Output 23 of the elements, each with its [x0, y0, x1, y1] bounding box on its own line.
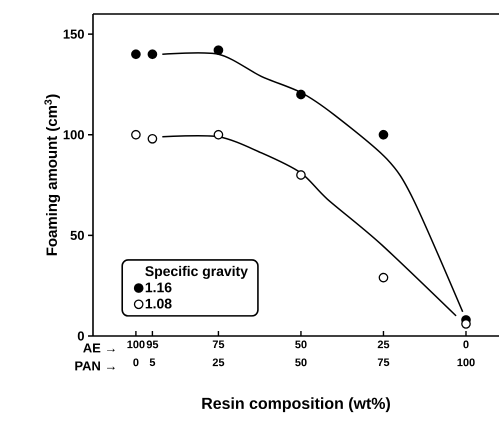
x2-tick-label: 50 [295, 358, 307, 366]
x-tick-label: 0 [463, 340, 469, 348]
x2-tick-label: 0 [133, 358, 139, 366]
x-tick-label: 25 [378, 340, 390, 348]
legend-label: 1.08 [146, 298, 172, 309]
y-tick-label: 150 [64, 30, 84, 39]
x-axis-title: Resin composition (wt%) [202, 397, 390, 412]
legend-title: Specific gravity [145, 266, 248, 279]
y-tick-label: 0 [78, 331, 84, 341]
y-tick-label: 50 [70, 230, 84, 240]
text: AE → [83, 344, 115, 352]
x2-tick-label: 100 [458, 358, 475, 366]
x2-tick-label: 25 [212, 358, 224, 366]
y-axis-title: Foaming amount (cm$^{3}$) [44, 94, 60, 256]
x2-tick-label: 75 [378, 358, 390, 366]
legend-label: 1.16 [146, 282, 172, 292]
x-tick-label: 100 [127, 340, 145, 348]
x2-tick-label: 5 [150, 358, 156, 366]
x-tick-label: 50 [295, 340, 307, 348]
text: PAN → [75, 361, 115, 370]
x-tick-label: 75 [212, 340, 224, 348]
x-tick-label: 95 [146, 340, 158, 348]
y-tick-label: 100 [64, 130, 84, 140]
